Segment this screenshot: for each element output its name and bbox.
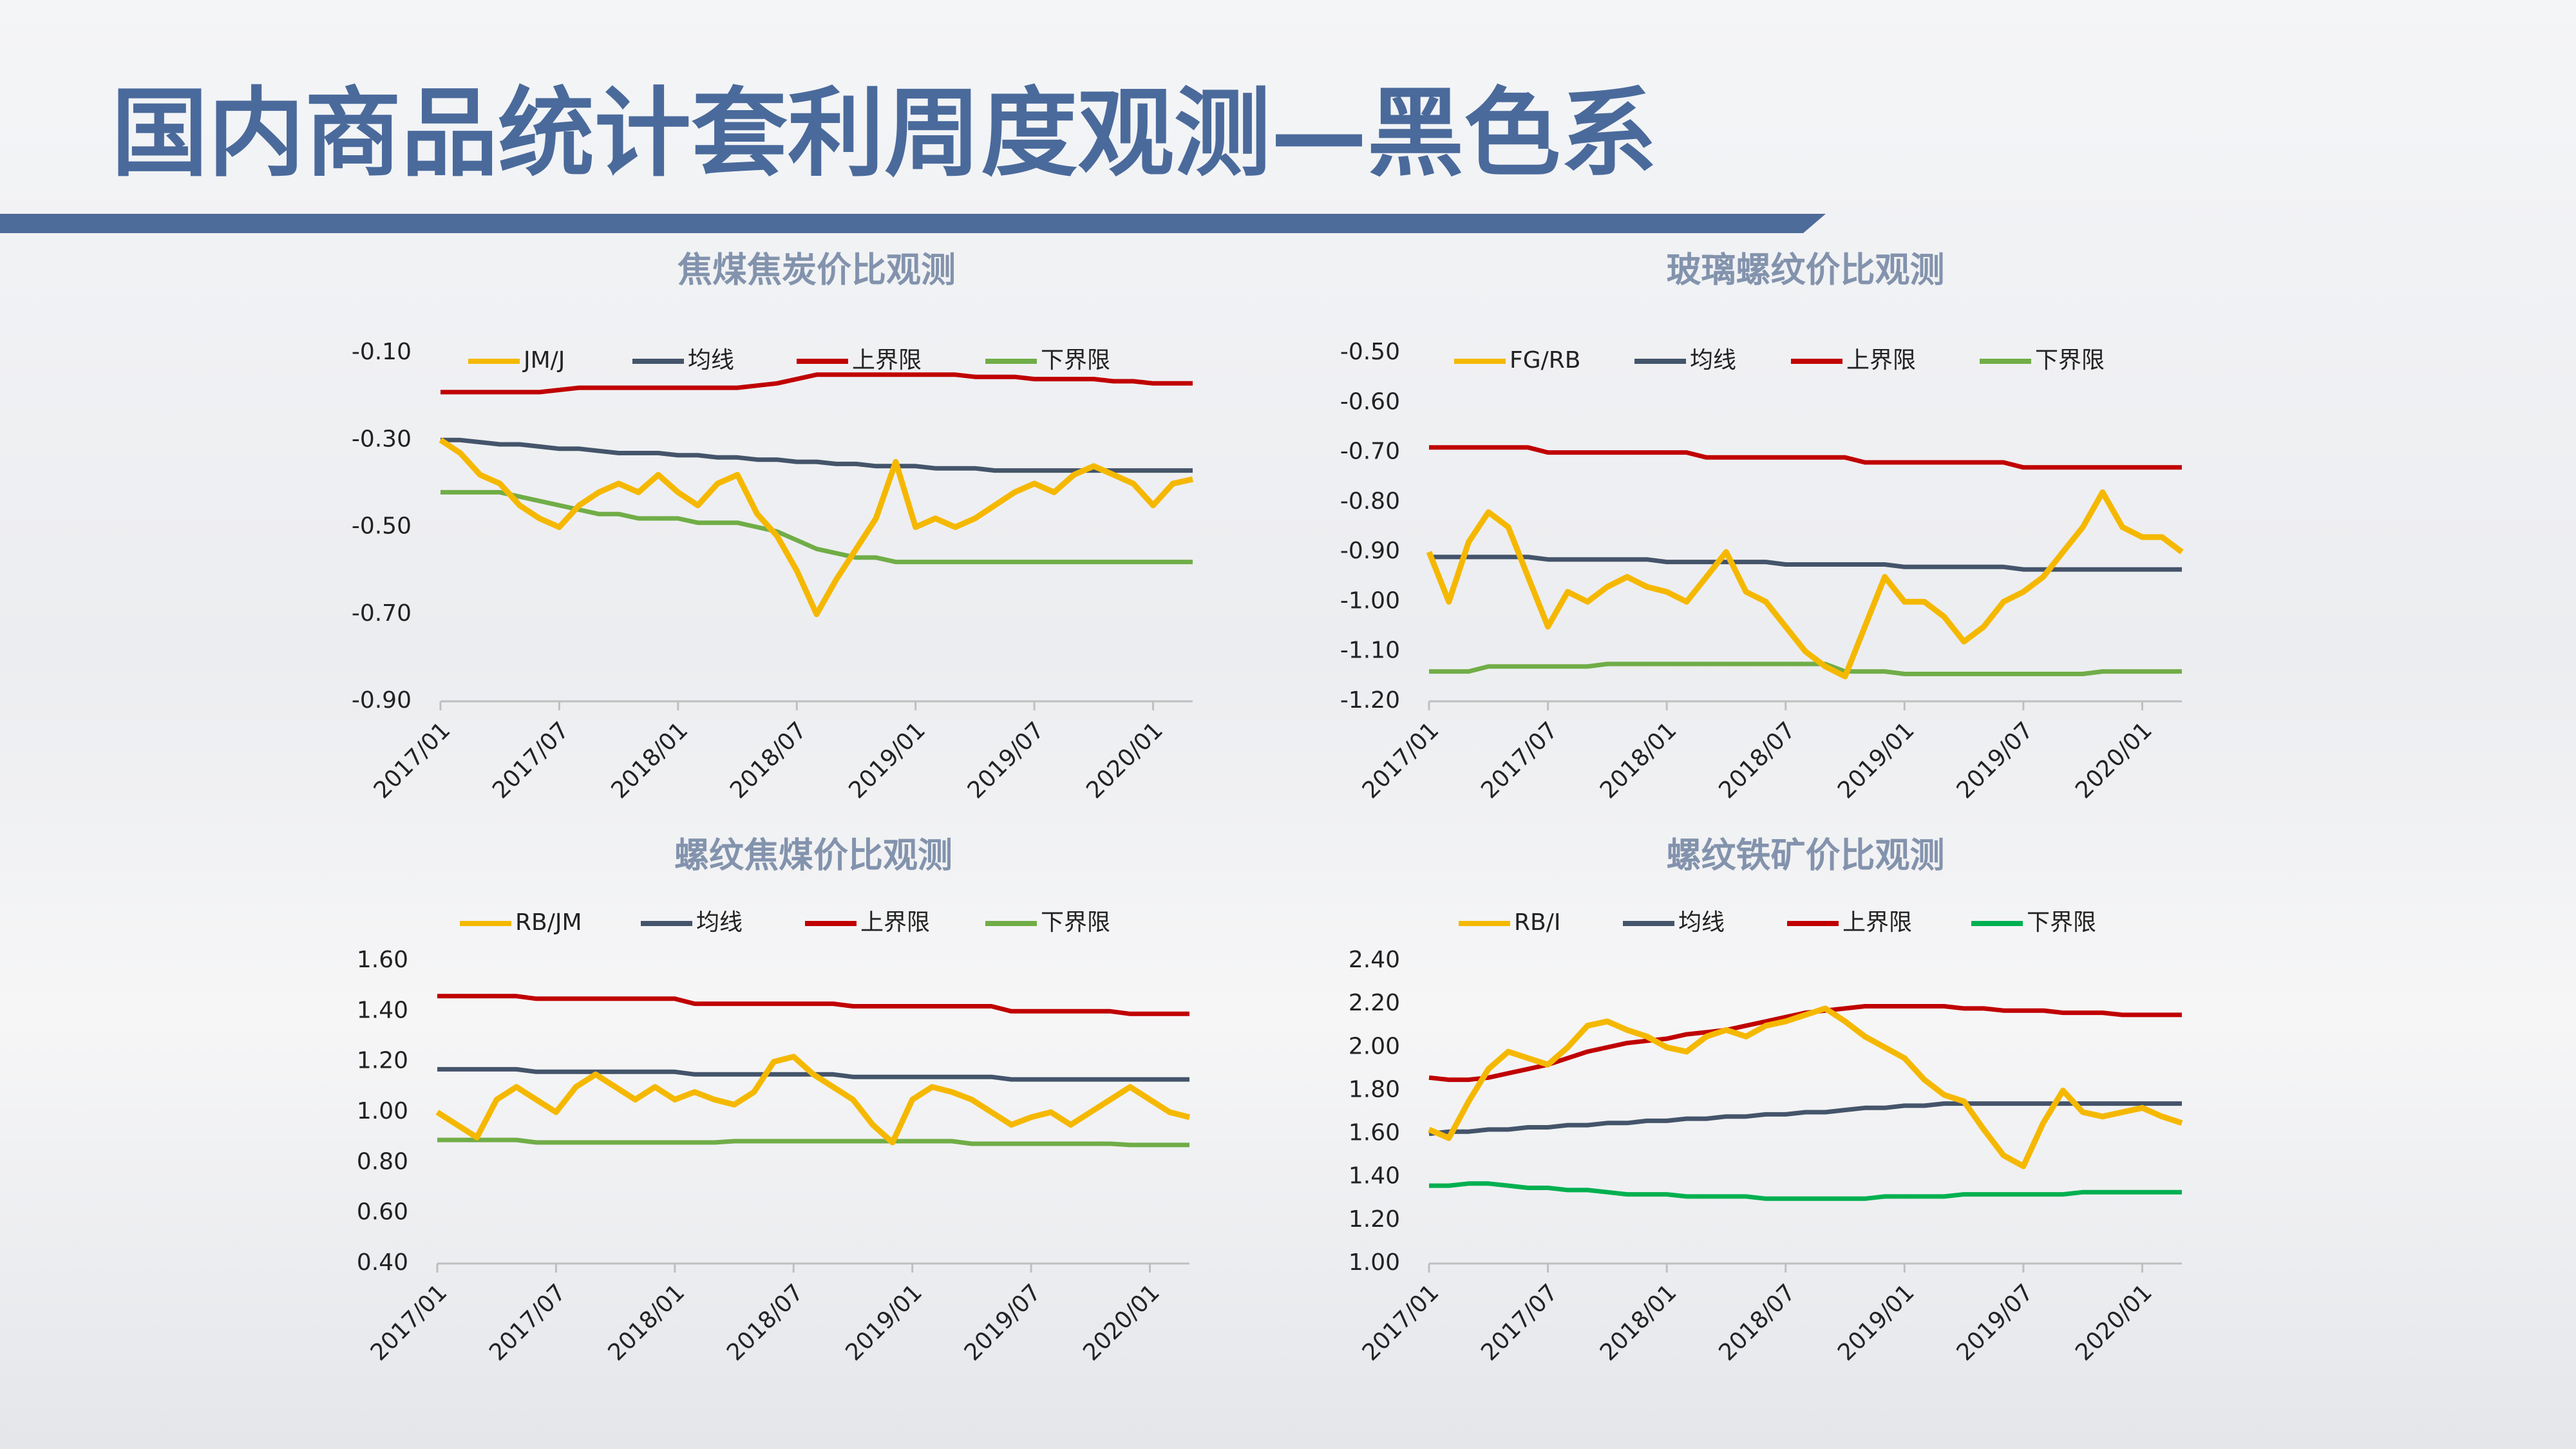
y-tick-label: -0.70 bbox=[352, 600, 412, 627]
x-tick-label: 2018/07 bbox=[1714, 717, 1801, 804]
x-tick-label: 2018/01 bbox=[603, 1279, 690, 1366]
y-tick-label: -0.60 bbox=[1340, 388, 1400, 415]
legend-label: 下界限 bbox=[2035, 347, 2105, 374]
series-line bbox=[440, 437, 1193, 473]
series-line bbox=[1429, 554, 2182, 572]
series-line bbox=[1429, 661, 2182, 676]
x-tick-label: 2019/07 bbox=[963, 717, 1050, 804]
legend-label: 均线 bbox=[688, 347, 734, 374]
x-tick-label: 2017/01 bbox=[1358, 1279, 1444, 1366]
y-tick-label: 0.80 bbox=[357, 1148, 408, 1175]
series-line bbox=[1428, 1005, 2183, 1170]
x-tick-label: 2018/01 bbox=[607, 717, 694, 804]
x-tick-label: 2017/01 bbox=[1358, 717, 1444, 804]
y-tick-label: -1.20 bbox=[1340, 687, 1400, 714]
chart-title: 螺纹焦煤价比观测 bbox=[674, 835, 952, 876]
y-tick-label: -0.10 bbox=[352, 339, 412, 365]
x-tick-label: 2017/01 bbox=[369, 717, 456, 804]
legend-label: JM/J bbox=[522, 347, 565, 374]
x-tick-label: 2018/07 bbox=[1714, 1279, 1801, 1366]
legend-label: 上界限 bbox=[1842, 909, 1912, 936]
y-tick-label: 1.20 bbox=[1349, 1206, 1400, 1233]
legend-label: RB/I bbox=[1514, 909, 1560, 936]
x-tick-label: 2019/07 bbox=[1952, 1279, 2039, 1366]
legend-label: 下界限 bbox=[2027, 909, 2096, 936]
series-line bbox=[440, 372, 1193, 395]
y-tick-label: 1.60 bbox=[357, 947, 408, 973]
x-tick-label: 2020/01 bbox=[1081, 717, 1168, 804]
y-tick-label: -0.90 bbox=[1340, 538, 1400, 564]
x-tick-label: 2018/07 bbox=[725, 717, 812, 804]
x-tick-label: 2017/07 bbox=[484, 1279, 571, 1366]
x-tick-label: 2018/01 bbox=[1595, 717, 1682, 804]
x-tick-label: 2017/07 bbox=[1476, 1279, 1563, 1366]
x-tick-label: 2020/01 bbox=[2070, 717, 2157, 804]
legend-label: 均线 bbox=[1678, 909, 1725, 936]
series-line bbox=[437, 1137, 1189, 1148]
y-tick-label: 1.20 bbox=[357, 1048, 408, 1074]
y-tick-label: 0.40 bbox=[357, 1249, 408, 1276]
series-line bbox=[435, 1054, 1191, 1146]
y-tick-label: 1.60 bbox=[1349, 1120, 1400, 1146]
x-tick-label: 2019/01 bbox=[1833, 717, 1920, 804]
y-tick-label: 0.60 bbox=[357, 1199, 408, 1226]
series-line bbox=[440, 489, 1193, 565]
legend-label: 均线 bbox=[1690, 347, 1736, 374]
y-tick-label: 1.00 bbox=[1349, 1249, 1400, 1276]
y-tick-label: 1.00 bbox=[357, 1098, 408, 1124]
y-tick-label: 1.80 bbox=[1349, 1076, 1400, 1103]
series-line bbox=[437, 994, 1189, 1016]
y-tick-label: 2.00 bbox=[1349, 1033, 1400, 1059]
series-line bbox=[1428, 1101, 2182, 1137]
y-tick-label: -0.30 bbox=[352, 426, 412, 452]
y-tick-label: -1.10 bbox=[1340, 638, 1400, 664]
x-tick-label: 2019/07 bbox=[960, 1279, 1046, 1366]
x-tick-label: 2018/07 bbox=[722, 1279, 809, 1366]
title-bar bbox=[0, 214, 1826, 233]
y-tick-label: 2.40 bbox=[1349, 947, 1400, 973]
legend-label: 均线 bbox=[696, 909, 743, 936]
x-tick-label: 2020/01 bbox=[1078, 1279, 1165, 1366]
y-tick-label: -0.70 bbox=[1340, 439, 1400, 465]
x-tick-label: 2018/01 bbox=[1595, 1279, 1682, 1366]
y-tick-label: -0.90 bbox=[352, 687, 412, 714]
x-tick-label: 2020/01 bbox=[2070, 1279, 2157, 1366]
legend-label: 上界限 bbox=[1846, 347, 1916, 374]
legend-label: 下界限 bbox=[1041, 347, 1110, 374]
x-tick-label: 2019/01 bbox=[840, 1279, 927, 1366]
legend-label: RB/JM bbox=[515, 909, 582, 936]
y-tick-label: 1.40 bbox=[1349, 1163, 1400, 1189]
chart-title: 焦煤焦炭价比观测 bbox=[677, 250, 956, 290]
y-tick-label: 2.20 bbox=[1349, 990, 1400, 1016]
legend-label: 下界限 bbox=[1041, 909, 1110, 936]
x-tick-label: 2017/01 bbox=[366, 1279, 453, 1366]
y-tick-label: 1.40 bbox=[357, 997, 408, 1023]
chart-title: 玻璃螺纹价比观测 bbox=[1667, 250, 1945, 290]
x-tick-label: 2017/07 bbox=[488, 717, 574, 804]
series-line bbox=[439, 437, 1193, 618]
legend-label: 上界限 bbox=[860, 909, 930, 936]
chart-title: 螺纹铁矿价比观测 bbox=[1667, 835, 1945, 876]
x-tick-label: 2019/07 bbox=[1952, 717, 2039, 804]
legend-label: 上界限 bbox=[852, 347, 922, 374]
series-line bbox=[1429, 445, 2182, 470]
x-tick-label: 2019/01 bbox=[1833, 1279, 1920, 1366]
x-tick-label: 2017/07 bbox=[1476, 717, 1563, 804]
legend-label: FG/RB bbox=[1510, 347, 1580, 374]
x-tick-label: 2019/01 bbox=[844, 717, 931, 804]
y-tick-label: -0.50 bbox=[1340, 339, 1400, 365]
y-tick-label: -1.00 bbox=[1340, 587, 1400, 614]
series-line bbox=[1426, 489, 2184, 679]
y-tick-label: -0.50 bbox=[352, 513, 412, 540]
y-tick-label: -0.80 bbox=[1340, 488, 1400, 515]
page-title: 国内商品统计套利周度观测—黑色系 bbox=[111, 78, 1657, 190]
series-line bbox=[1429, 1181, 2182, 1201]
